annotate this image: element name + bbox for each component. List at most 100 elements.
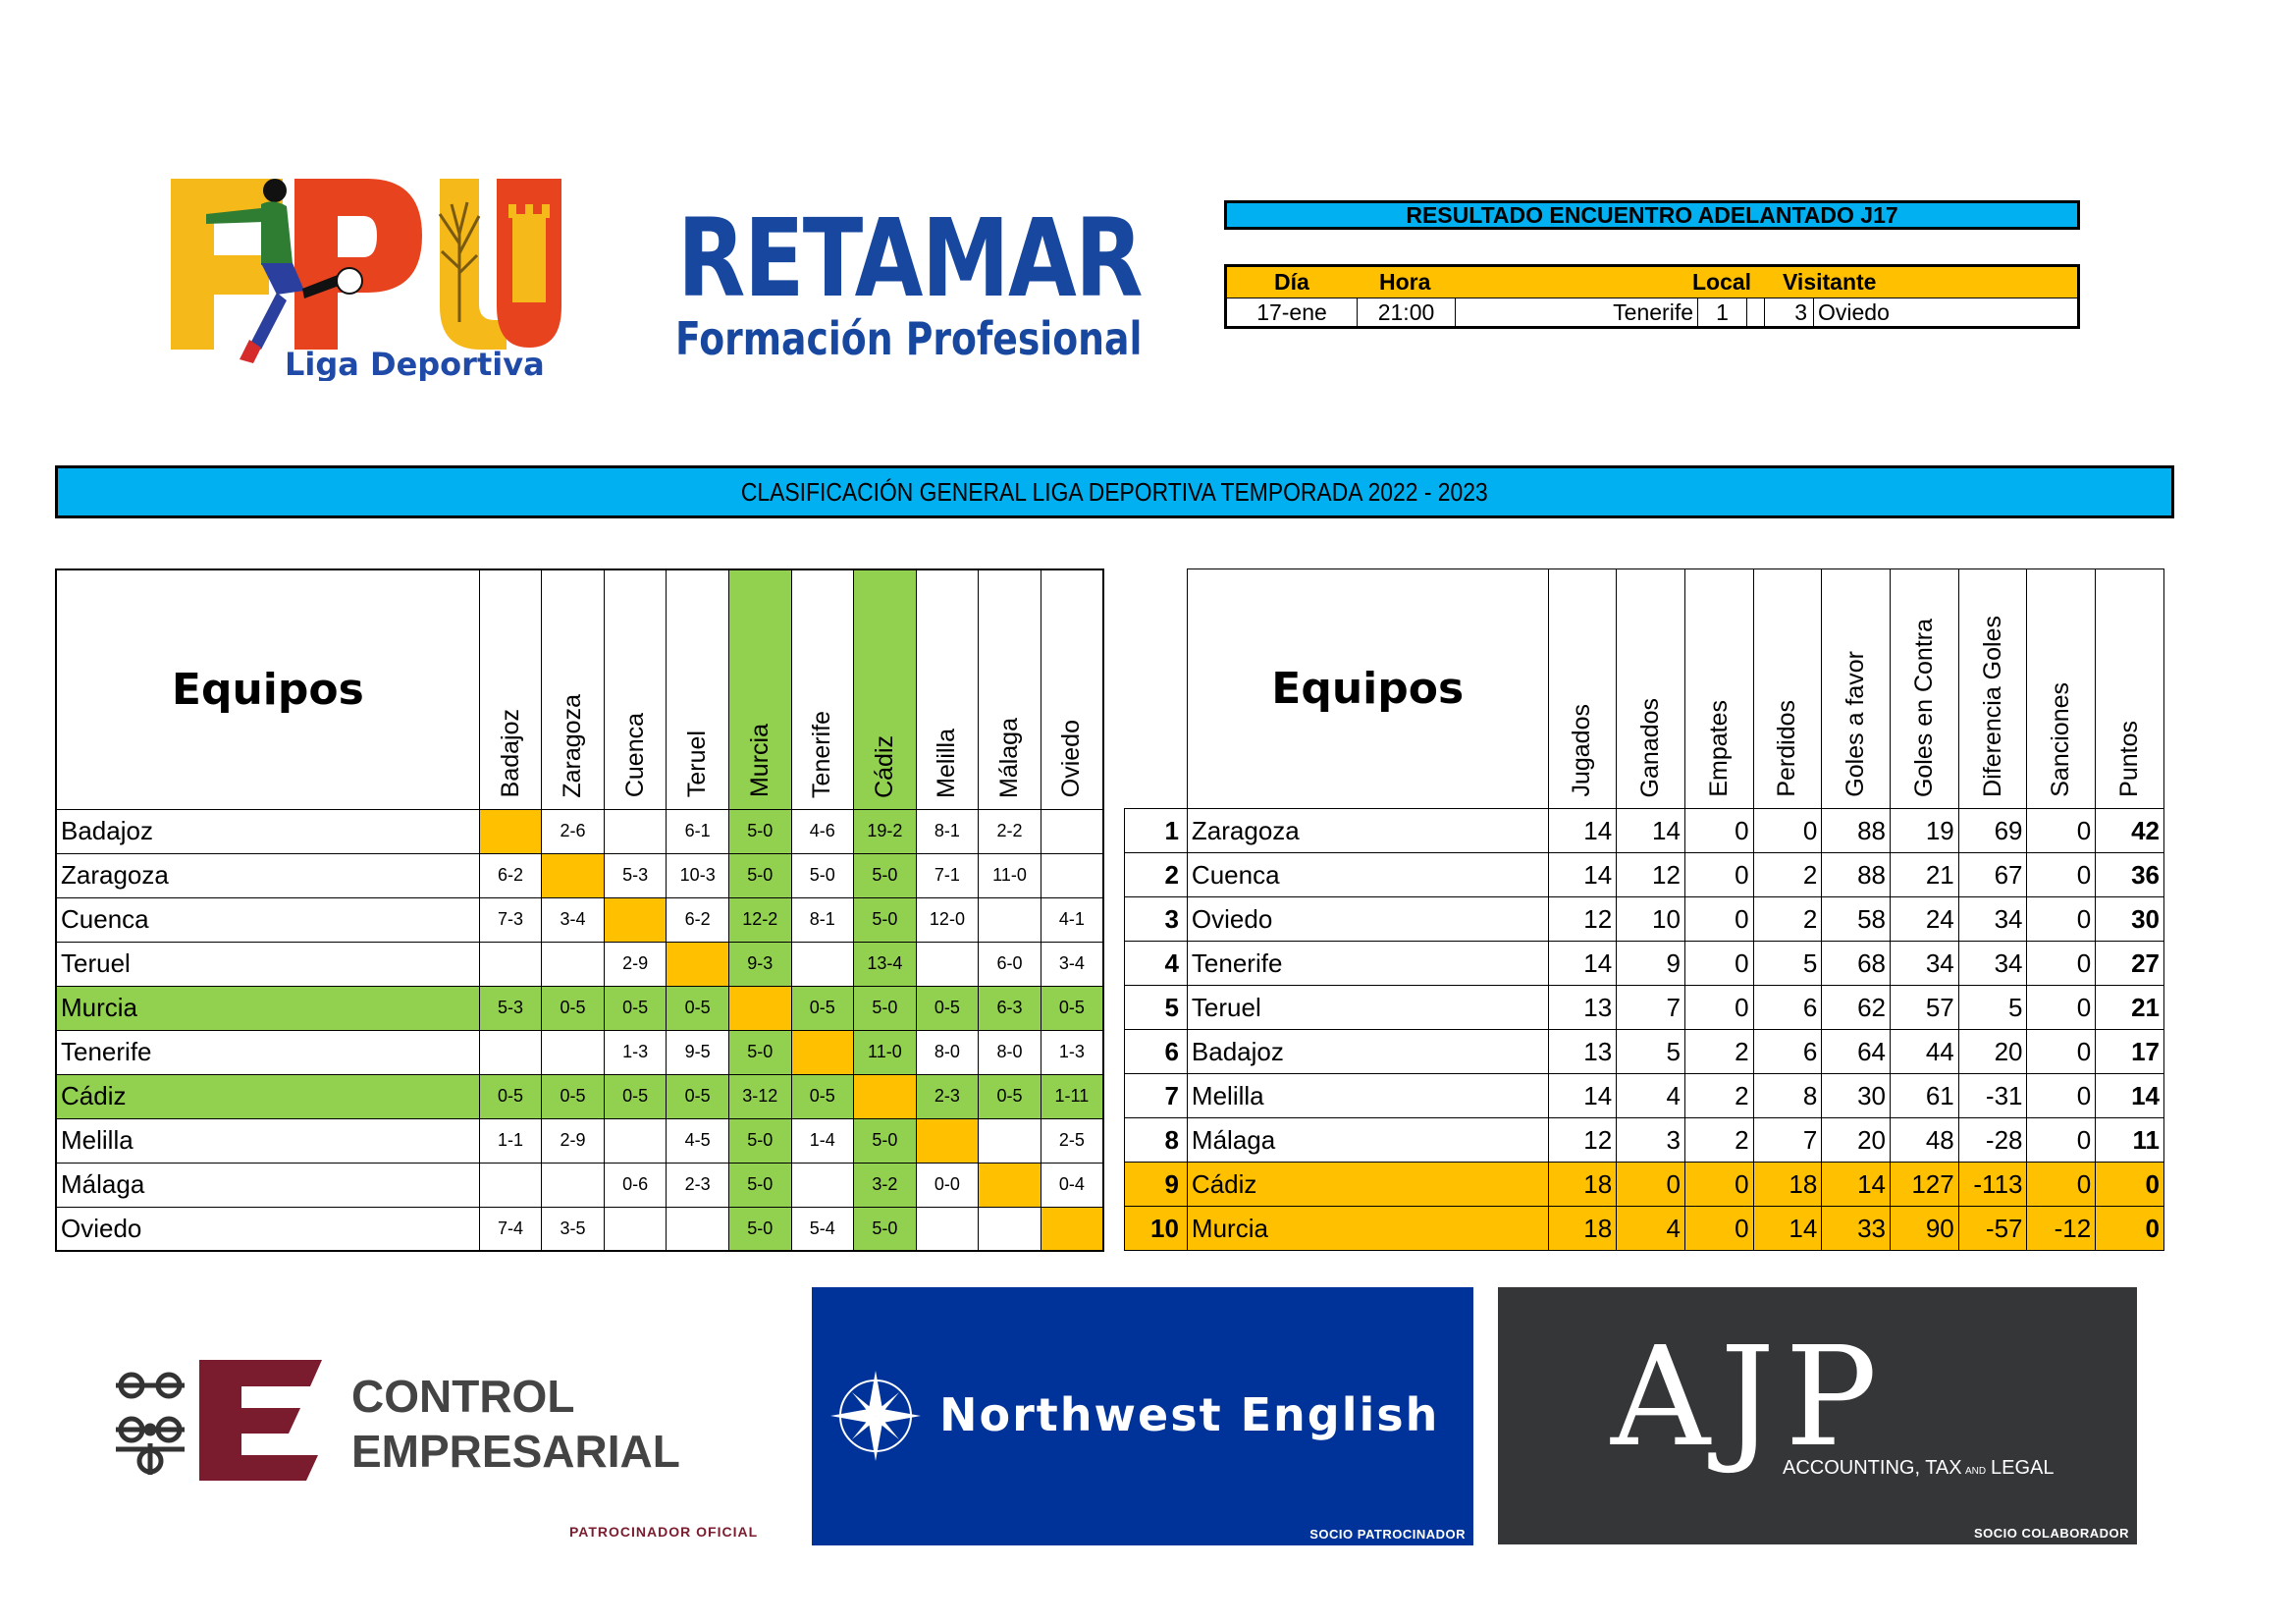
control-sponsor-tag: PATROCINADOR OFICIAL (569, 1524, 759, 1540)
matrix-header-row: Equipos Badajoz Zaragoza Cuenca Teruel Murci… (55, 568, 1104, 810)
match-result-title: RESULTADO ENCUENTRO ADELANTADO J17 (1224, 200, 2080, 230)
standings-col-header: Puntos (2095, 568, 2164, 809)
standings-value: 14 (1616, 808, 1685, 853)
retamar-subtitle: Formación Profesional (675, 312, 1143, 365)
standings-points: 27 (2095, 941, 2164, 986)
matrix-cell: 5-3 (478, 985, 543, 1031)
standings-position: 3 (1124, 896, 1188, 942)
standings-row: 9 Cádiz 18 0 0 18 14 127 -113 0 0 (1124, 1162, 2164, 1207)
matrix-cell: 0-5 (1040, 985, 1104, 1031)
standings-col-header: Goles a favor (1821, 568, 1891, 809)
matrix-cell: 8-1 (915, 808, 980, 854)
standings-value: 9 (1616, 941, 1685, 986)
matrix-cell: 4-6 (790, 808, 855, 854)
standings-col-label: Diferencia Goles (1978, 616, 2006, 797)
matrix-cell: 2-6 (541, 808, 605, 854)
matrix-cell: 7-1 (915, 852, 980, 898)
matrix-cell: 5-4 (790, 1206, 855, 1252)
matrix-col-header: Oviedo (1040, 568, 1104, 810)
matrix-cell: 11-0 (978, 852, 1041, 898)
standings-points: 11 (2095, 1117, 2164, 1163)
standings-value: 21 (1890, 852, 1959, 897)
matrix-cell (603, 1117, 667, 1164)
matrix-cell: 5-0 (727, 1162, 792, 1208)
standings-position: 9 (1124, 1162, 1188, 1207)
matrix-col-header: Cuenca (603, 568, 667, 810)
matrix-cell: 4-1 (1040, 896, 1104, 943)
standings-col-header: Diferencia Goles (1957, 568, 2028, 809)
matrix-cell: 5-0 (727, 852, 792, 898)
standings-team-name: Zaragoza (1186, 808, 1549, 853)
standings-value: 0 (2026, 1162, 2097, 1207)
matrix-col-header: Zaragoza (541, 568, 605, 810)
standings-value: 0 (1683, 808, 1754, 853)
standings-col-header: Perdidos (1752, 568, 1823, 809)
standings-points: 42 (2095, 808, 2164, 853)
matrix-cell: 0-5 (978, 1073, 1041, 1119)
matrix-cell: 7-3 (478, 896, 543, 943)
matrix-cell (478, 808, 543, 854)
standings-value: -28 (1957, 1117, 2028, 1163)
match-result-header: Día Hora Local Visitante (1224, 264, 2080, 298)
matrix-cell (541, 852, 605, 898)
standings-col-label: Sanciones (2047, 682, 2075, 797)
standings-value: 0 (1683, 985, 1754, 1030)
standings-value: 127 (1890, 1162, 1959, 1207)
matrix-cell (603, 1206, 667, 1252)
matrix-cell (978, 1206, 1041, 1252)
standings-value: 2 (1752, 852, 1823, 897)
standings-value: 33 (1821, 1206, 1891, 1251)
matrix-cell: 0-5 (603, 985, 667, 1031)
matrix-cell: 3-2 (853, 1162, 917, 1208)
matrix-cell: 4-5 (666, 1117, 729, 1164)
standings-value: 14 (1547, 852, 1618, 897)
matrix-cell: 2-3 (915, 1073, 980, 1119)
standings-value: 14 (1752, 1206, 1823, 1251)
standings-position: 1 (1124, 808, 1188, 853)
standings-value: 62 (1821, 985, 1891, 1030)
classification-title: CLASIFICACIÓN GENERAL LIGA DEPORTIVA TEM… (55, 465, 2174, 518)
matrix-cell (1040, 852, 1104, 898)
matrix-cell: 6-3 (978, 985, 1041, 1031)
standings-value: 34 (1890, 941, 1959, 986)
matrix-row: Málaga 0-6 2-3 5-0 3-2 0-0 0-4 (55, 1162, 1104, 1208)
northwest-english-logo: Northwest English SOCIO PATROCINADOR (812, 1287, 1473, 1545)
matrix-cell: 3-5 (541, 1206, 605, 1252)
header-hora: Hora (1379, 269, 1431, 295)
standings-value: 14 (1547, 808, 1618, 853)
standings-header-row: Equipos Jugados Ganados Empates Perdidos Gol… (1124, 568, 2164, 809)
matrix-col-label: Murcia (745, 724, 774, 798)
matrix-cell (1040, 808, 1104, 854)
ajp-sponsor-tag: SOCIO COLABORADOR (1974, 1526, 2129, 1541)
match-visitor-team: Oviedo (1818, 299, 1890, 325)
matrix-cell (790, 1029, 855, 1075)
standings-col-header: Sanciones (2026, 568, 2097, 809)
matrix-cell (790, 941, 855, 987)
matrix-cell (790, 1162, 855, 1208)
control-empresarial-logo: CONTROL EMPRESARIAL (116, 1345, 783, 1542)
standings-col-label: Jugados (1568, 704, 1596, 797)
standings-value: 12 (1547, 1117, 1618, 1163)
matrix-cell: 0-0 (915, 1162, 980, 1208)
matrix-cell (541, 941, 605, 987)
standings-value: 90 (1890, 1206, 1959, 1251)
matrix-cell (978, 896, 1041, 943)
matrix-cell: 3-12 (727, 1073, 792, 1119)
standings-value: -57 (1957, 1206, 2028, 1251)
standings-col-label: Goles a favor (1842, 651, 1870, 797)
matrix-cell: 6-1 (666, 808, 729, 854)
standings-value: 0 (2026, 896, 2097, 942)
standings-col-label: Ganados (1636, 697, 1665, 797)
matrix-team-name: Badajoz (55, 808, 480, 854)
standings-value: 30 (1821, 1073, 1891, 1118)
standings-value: 4 (1616, 1073, 1685, 1118)
standings-team-name: Melilla (1186, 1073, 1549, 1118)
standings-value: 8 (1752, 1073, 1823, 1118)
matrix-col-header: Málaga (978, 568, 1041, 810)
matrix-cell (1040, 1206, 1104, 1252)
standings-value: 5 (1752, 941, 1823, 986)
standings-points: 17 (2095, 1029, 2164, 1074)
standings-value: 67 (1957, 852, 2028, 897)
matrix-cell: 2-3 (666, 1162, 729, 1208)
standings-value: 0 (1683, 1206, 1754, 1251)
